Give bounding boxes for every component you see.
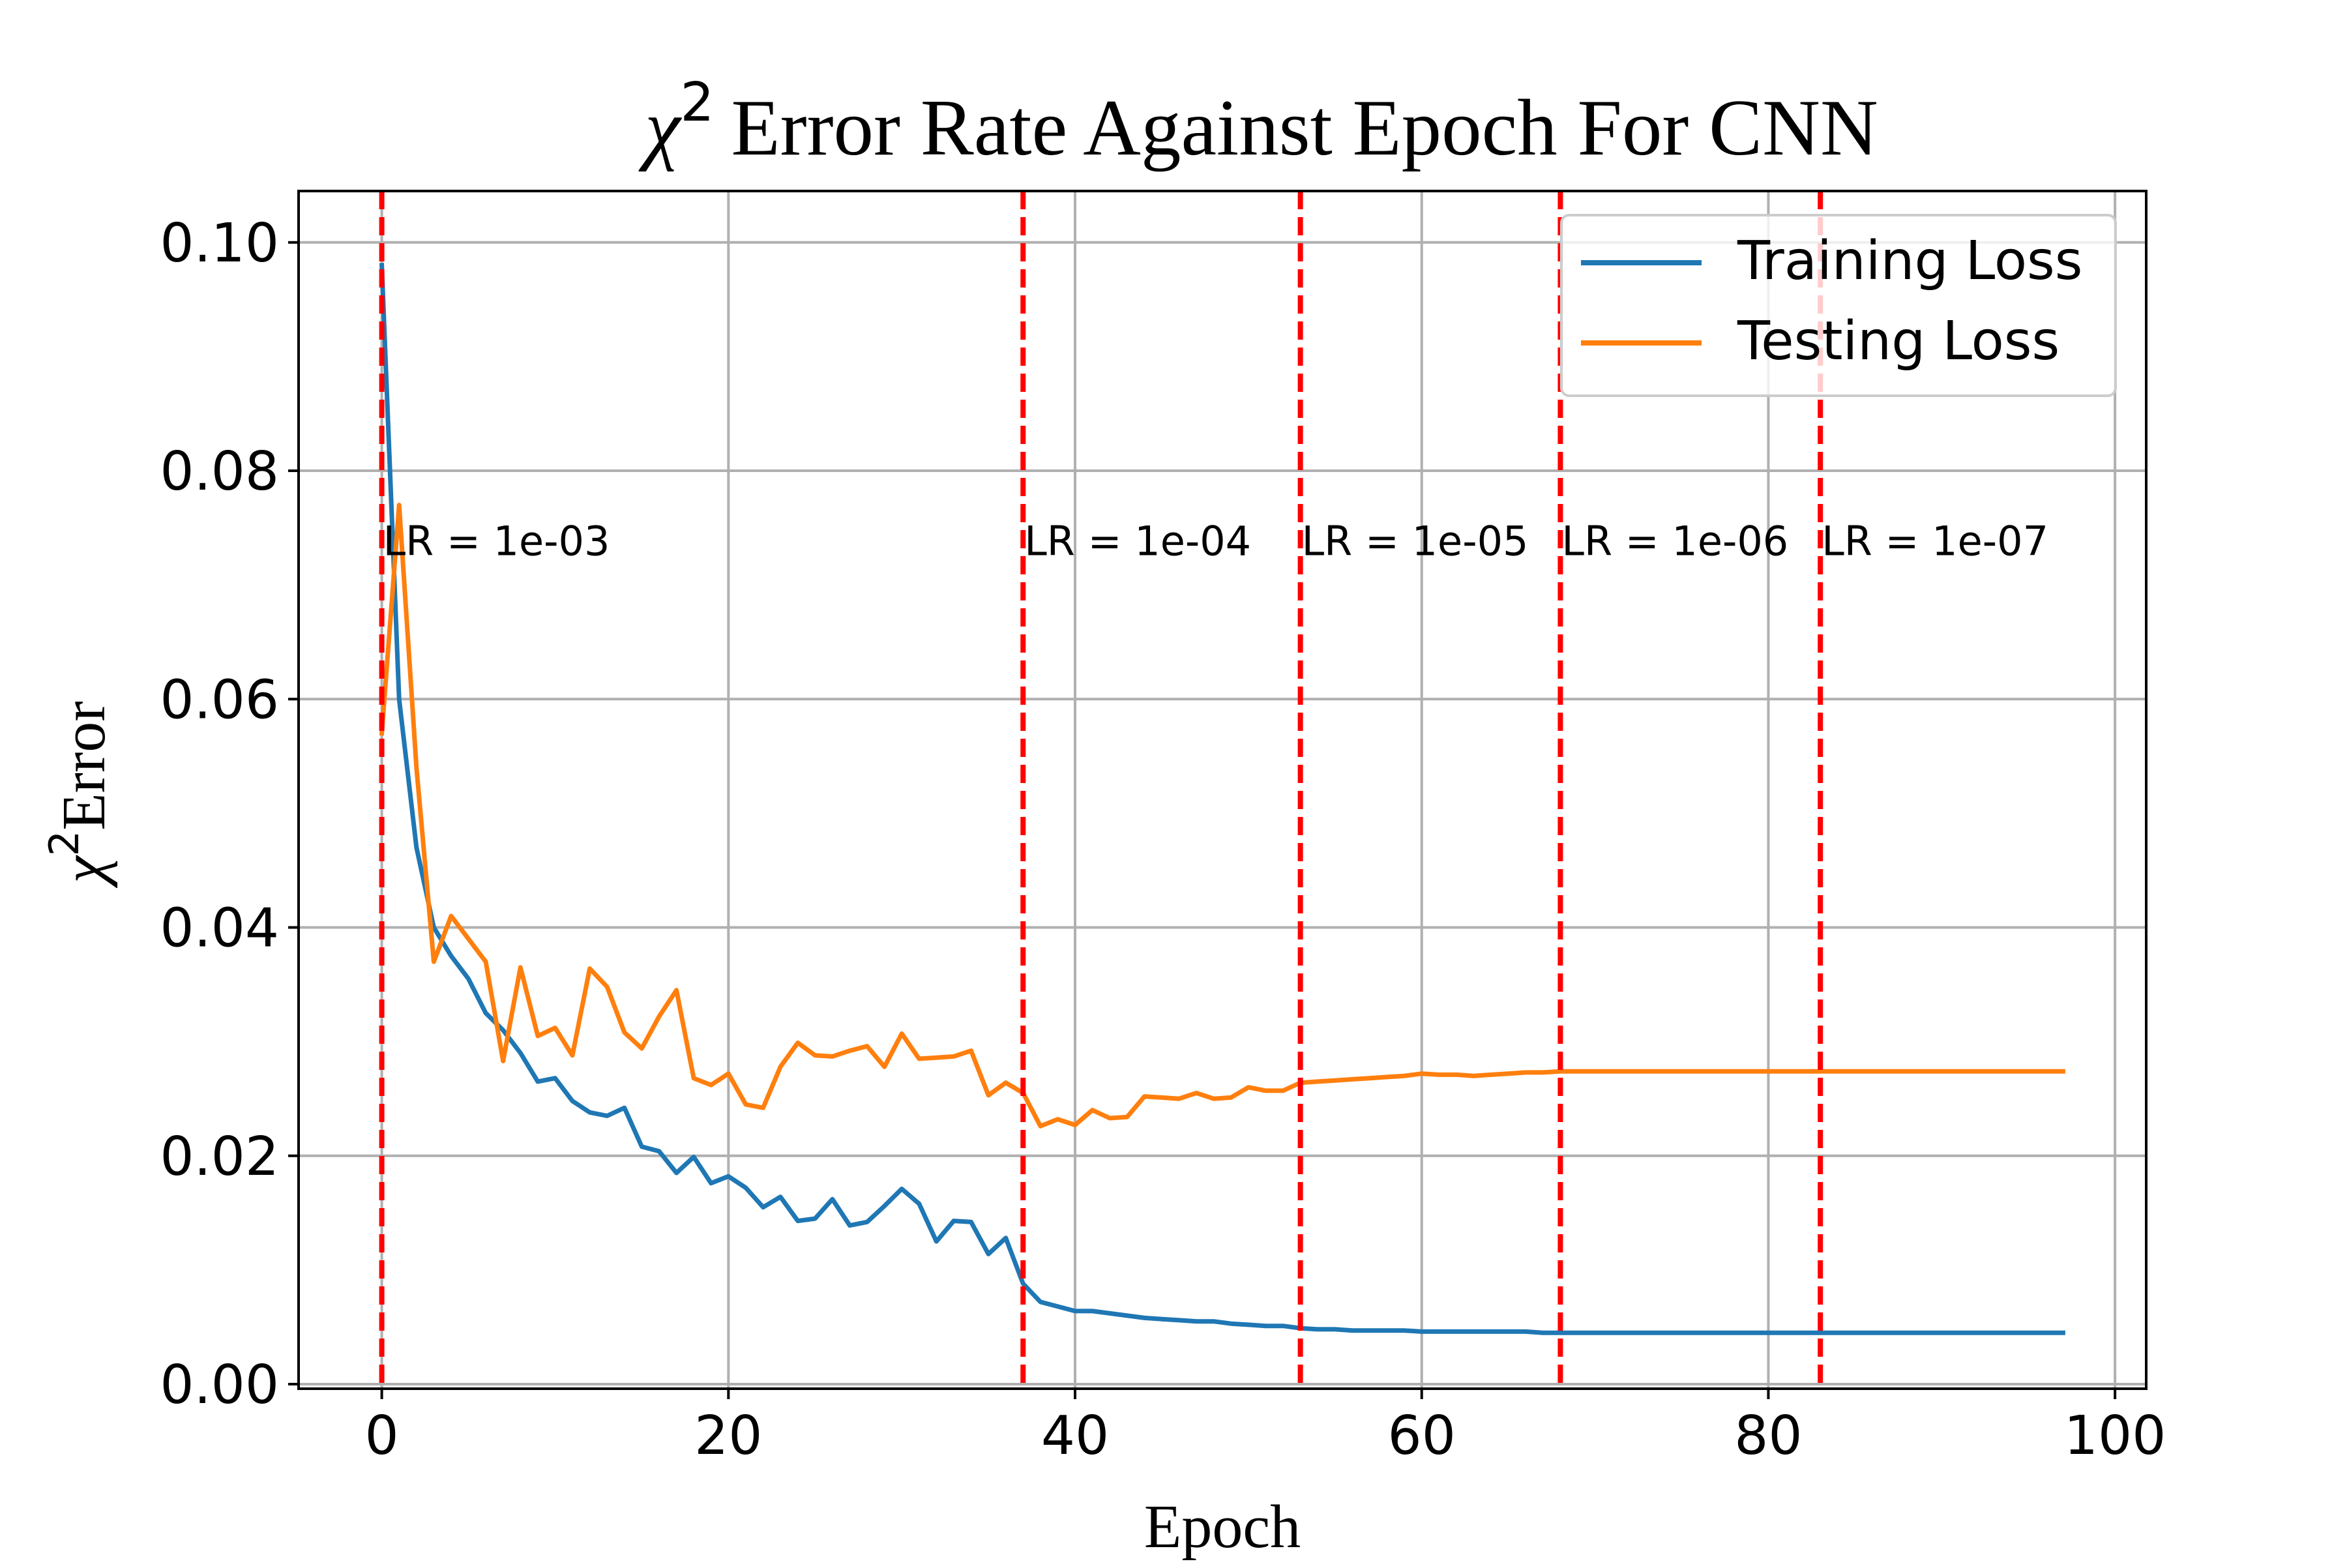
series-line-testing-loss xyxy=(379,503,2065,1129)
lr-label: LR = 1e-03 xyxy=(383,518,610,565)
y-axis-label: χ2Error xyxy=(40,701,118,888)
lr-label: LR = 1e-06 xyxy=(1561,518,1788,565)
lr-label: LR = 1e-04 xyxy=(1024,518,1251,565)
ylabel-text: Error xyxy=(50,701,118,830)
x-tick-label: 20 xyxy=(694,1405,762,1467)
y-tick-label: 0.10 xyxy=(160,213,279,274)
series-lines xyxy=(379,263,2065,1335)
x-axis-label: Epoch xyxy=(1144,1493,1301,1561)
learning-rate-markers: LR = 1e-03 LR = 1e-04 LR = 1e-05 LR = 1e-06… xyxy=(379,191,2048,1389)
x-tick-label: 40 xyxy=(1041,1405,1109,1467)
title-chi-symbol: χ xyxy=(638,83,682,172)
axis-ticks: 0 20 40 60 80 100 0.00 0.02 0.04 0.06 0.08 0.10 xyxy=(160,213,2166,1467)
y-tick-label: 0.06 xyxy=(160,669,279,731)
y-tick-label: 0.00 xyxy=(160,1354,279,1416)
legend: Training Loss Testing Loss xyxy=(1560,214,2117,397)
ylabel-chi-symbol: χ xyxy=(50,855,118,889)
legend-label-testing: Testing Loss xyxy=(1737,310,2059,372)
title-superscript: 2 xyxy=(680,72,714,134)
y-tick-label: 0.02 xyxy=(160,1126,279,1188)
y-tick-label: 0.04 xyxy=(160,898,279,960)
x-tick-label: 60 xyxy=(1388,1405,1456,1467)
ylabel-superscript: 2 xyxy=(40,831,88,856)
x-tick-label: 0 xyxy=(365,1405,399,1467)
x-tick-label: 100 xyxy=(2064,1405,2166,1467)
series-line-training-loss xyxy=(379,263,2065,1335)
lr-label: LR = 1e-07 xyxy=(1822,518,2048,565)
y-tick-label: 0.08 xyxy=(160,441,279,503)
plot-frame xyxy=(297,190,2148,1390)
legend-label-training: Training Loss xyxy=(1737,230,2082,292)
grid-lines xyxy=(299,191,2146,1389)
lr-label: LR = 1e-05 xyxy=(1302,518,1529,565)
chart-title: χ2 Error Rate Against Epoch For CNN xyxy=(638,72,1878,172)
x-tick-label: 80 xyxy=(1734,1405,1802,1467)
title-text: Error Rate Against Epoch For CNN xyxy=(731,83,1878,172)
